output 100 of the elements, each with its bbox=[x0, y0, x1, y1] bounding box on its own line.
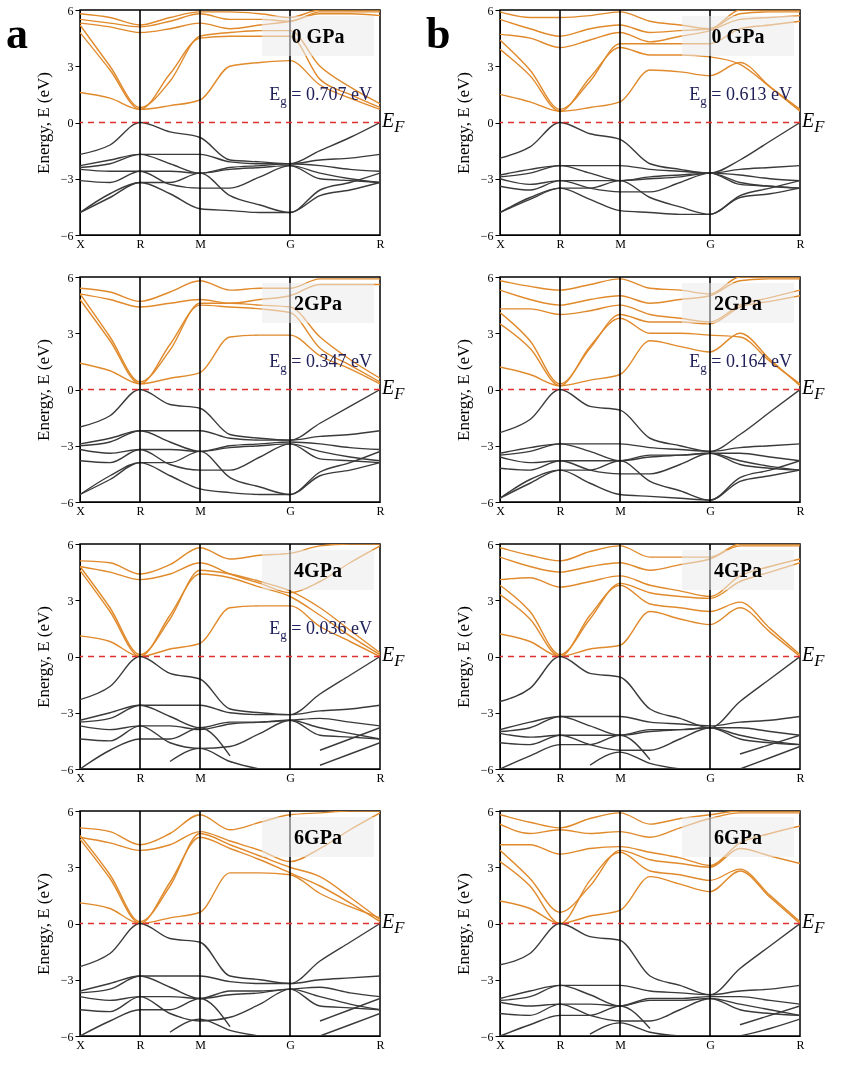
title-box: 4GPa bbox=[262, 550, 374, 590]
y-tick-label: 0 bbox=[67, 917, 74, 931]
x-tick-label: R bbox=[796, 236, 805, 251]
ref-line-label: E$_{F}$ bbox=[802, 909, 825, 938]
x-tick-label: X bbox=[76, 1037, 86, 1052]
y-tick-label: −3 bbox=[60, 973, 74, 988]
x-tick-label: R bbox=[376, 236, 385, 251]
y-tick-label: 0 bbox=[67, 650, 74, 664]
y-tick-label: −6 bbox=[60, 228, 74, 243]
x-tick-label: R bbox=[376, 503, 385, 518]
x-tick-label: R bbox=[136, 503, 145, 518]
x-tick-label: M bbox=[195, 236, 207, 251]
y-tick-label: 0 bbox=[487, 383, 494, 397]
x-tick-label: R bbox=[376, 770, 385, 785]
y-tick-label: 6 bbox=[67, 270, 74, 285]
x-tick-label: M bbox=[615, 236, 627, 251]
y-tick-label: 6 bbox=[487, 270, 494, 285]
x-tick-label: G bbox=[286, 503, 296, 518]
title-box: 4GPa bbox=[682, 550, 794, 590]
y-tick-label: 3 bbox=[67, 59, 74, 74]
y-tick-label: 3 bbox=[487, 860, 494, 875]
y-tick-label: 0 bbox=[487, 116, 494, 130]
y-tick-label: 6 bbox=[67, 537, 74, 552]
chart-subtitle: b bbox=[426, 9, 451, 58]
y-tick-label: 3 bbox=[487, 326, 494, 341]
y-axis-title: Energy, E (eV) bbox=[33, 606, 53, 708]
x-tick-label: G bbox=[706, 770, 716, 785]
y-tick-label: 0 bbox=[67, 116, 74, 130]
y-tick-label: 3 bbox=[487, 59, 494, 74]
y-tick-label: 0 bbox=[487, 650, 494, 664]
x-tick-label: R bbox=[556, 236, 565, 251]
y-tick-label: 0 bbox=[487, 917, 494, 931]
y-tick-label: −6 bbox=[60, 1029, 74, 1044]
y-tick-label: −6 bbox=[60, 762, 74, 777]
x-tick-label: X bbox=[76, 236, 86, 251]
y-axis-title: Energy, E (eV) bbox=[453, 72, 473, 174]
y-tick-label: 6 bbox=[487, 804, 494, 819]
x-tick-label: X bbox=[496, 236, 506, 251]
y-tick-label: 3 bbox=[67, 860, 74, 875]
ref-line-label: E$_{F}$ bbox=[382, 108, 405, 137]
y-tick-label: −6 bbox=[60, 495, 74, 510]
x-tick-label: R bbox=[556, 770, 565, 785]
y-tick-label: −3 bbox=[480, 706, 494, 721]
y-tick-label: −3 bbox=[480, 439, 494, 454]
ref-line-label: E$_{F}$ bbox=[802, 375, 825, 404]
ref-line-label: E$_{F}$ bbox=[802, 642, 825, 671]
title-box: 0 GPa bbox=[262, 16, 374, 56]
x-tick-label: G bbox=[706, 236, 716, 251]
y-tick-label: 3 bbox=[487, 593, 494, 608]
x-tick-label: X bbox=[76, 503, 86, 518]
y-tick-label: −6 bbox=[480, 228, 494, 243]
x-tick-label: X bbox=[496, 1037, 506, 1052]
x-tick-label: G bbox=[286, 770, 296, 785]
y-tick-label: 6 bbox=[67, 804, 74, 819]
x-tick-label: R bbox=[136, 236, 145, 251]
title-box: 2GPa bbox=[682, 283, 794, 323]
y-tick-label: 6 bbox=[487, 537, 494, 552]
x-tick-label: R bbox=[136, 1037, 145, 1052]
y-tick-label: −3 bbox=[480, 172, 494, 187]
y-tick-label: −3 bbox=[480, 973, 494, 988]
x-tick-label: G bbox=[706, 503, 716, 518]
y-tick-label: −3 bbox=[60, 439, 74, 454]
x-tick-label: R bbox=[556, 503, 565, 518]
y-axis-title: Energy, E (eV) bbox=[33, 339, 53, 441]
x-tick-label: R bbox=[376, 1037, 385, 1052]
x-tick-label: M bbox=[195, 503, 207, 518]
ref-line-label: E$_{F}$ bbox=[382, 375, 405, 404]
y-axis-title: Energy, E (eV) bbox=[33, 72, 53, 174]
x-tick-label: X bbox=[496, 503, 506, 518]
y-axis-title: Energy, E (eV) bbox=[453, 873, 473, 975]
x-tick-label: M bbox=[615, 503, 627, 518]
y-axis-title: Energy, E (eV) bbox=[33, 873, 53, 975]
x-tick-label: R bbox=[136, 770, 145, 785]
chart-subtitle: a bbox=[6, 9, 28, 58]
x-tick-label: G bbox=[286, 1037, 296, 1052]
x-tick-label: R bbox=[796, 1037, 805, 1052]
x-tick-label: G bbox=[706, 1037, 716, 1052]
x-tick-label: R bbox=[796, 503, 805, 518]
y-tick-label: −6 bbox=[480, 495, 494, 510]
x-tick-label: R bbox=[556, 1037, 565, 1052]
annotation: E$_{g}$ = 0.164 eV bbox=[688, 350, 793, 376]
y-tick-label: 6 bbox=[487, 3, 494, 18]
x-tick-label: X bbox=[76, 770, 86, 785]
y-tick-label: −6 bbox=[480, 1029, 494, 1044]
y-tick-label: −3 bbox=[60, 706, 74, 721]
title-box: 2GPa bbox=[262, 283, 374, 323]
x-tick-label: M bbox=[615, 770, 627, 785]
ref-line-label: E$_{F}$ bbox=[382, 909, 405, 938]
ref-line-label: E$_{F}$ bbox=[382, 642, 405, 671]
title-box: 6GPa bbox=[682, 817, 794, 857]
y-tick-label: −6 bbox=[480, 762, 494, 777]
x-tick-label: X bbox=[496, 770, 506, 785]
x-tick-label: M bbox=[195, 770, 207, 785]
y-tick-label: 6 bbox=[67, 3, 74, 18]
title-box: 0 GPa bbox=[682, 16, 794, 56]
y-axis-title: Energy, E (eV) bbox=[453, 339, 473, 441]
y-tick-label: 0 bbox=[67, 383, 74, 397]
y-tick-label: 3 bbox=[67, 326, 74, 341]
x-tick-label: M bbox=[195, 1037, 207, 1052]
x-tick-label: R bbox=[796, 770, 805, 785]
